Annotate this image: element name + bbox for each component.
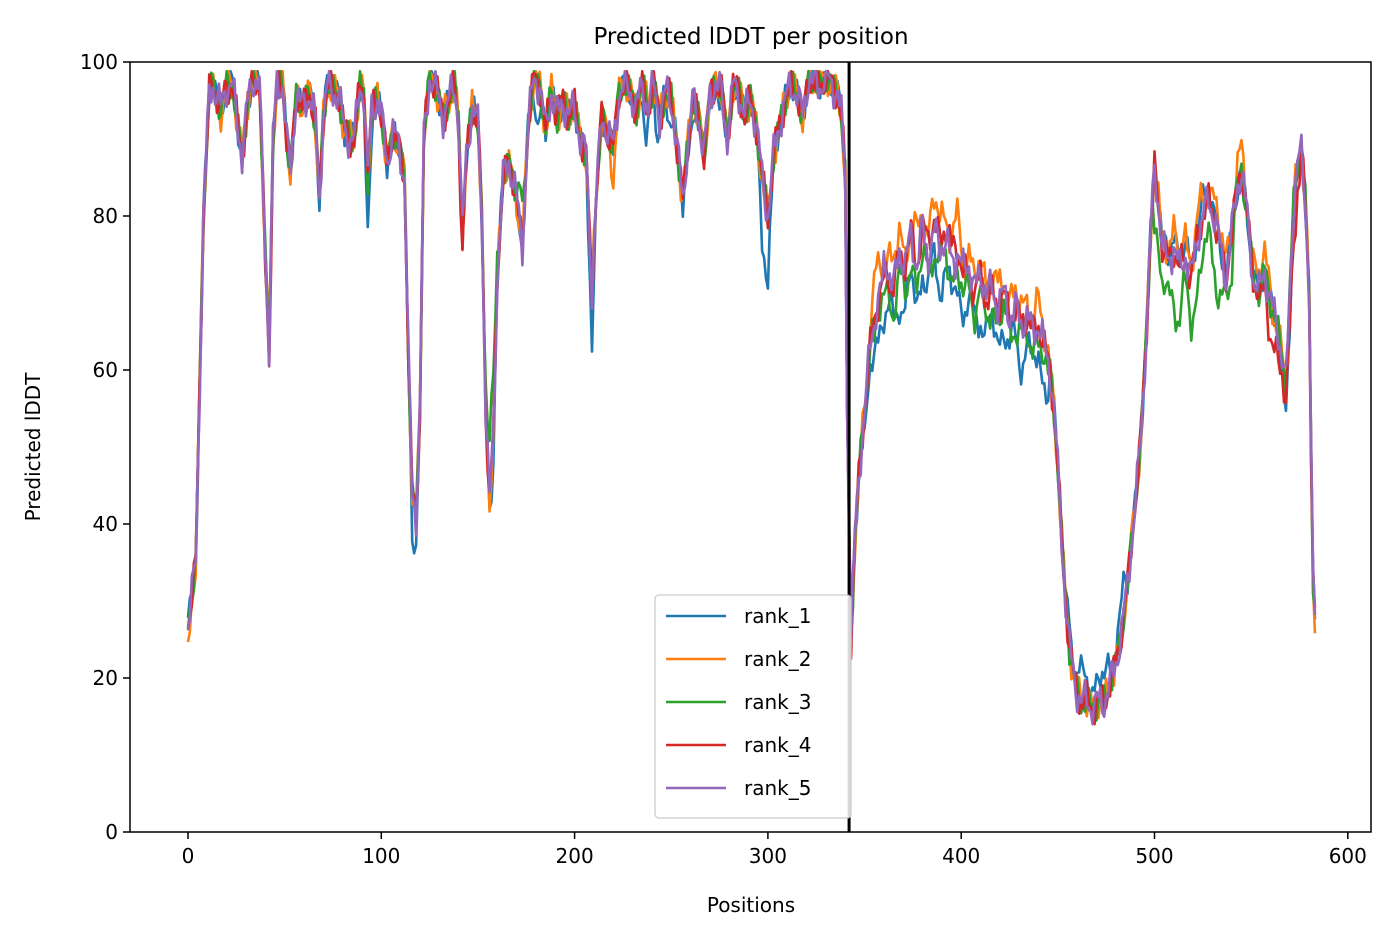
y-tick-label: 20 bbox=[93, 666, 118, 690]
legend-label-rank_5: rank_5 bbox=[744, 776, 811, 800]
series-group bbox=[186, 69, 1317, 726]
x-axis-label: Positions bbox=[707, 893, 795, 917]
plot-frame bbox=[129, 61, 1372, 833]
legend-label-rank_2: rank_2 bbox=[744, 647, 811, 671]
x-tick-label: 400 bbox=[942, 844, 980, 868]
legend-box bbox=[654, 594, 852, 819]
x-tick-label: 500 bbox=[1135, 844, 1173, 868]
series-line-rank_5 bbox=[186, 69, 1317, 726]
chart-title: Predicted lDDT per position bbox=[593, 24, 908, 50]
x-tick-label: 100 bbox=[362, 844, 400, 868]
y-axis-label: Predicted lDDT bbox=[21, 372, 45, 522]
legend-label-rank_3: rank_3 bbox=[744, 690, 811, 714]
y-tick-label: 60 bbox=[93, 358, 118, 382]
x-tick-label: 0 bbox=[182, 844, 195, 868]
y-tick-label: 0 bbox=[105, 820, 118, 844]
legend-label-rank_4: rank_4 bbox=[744, 733, 811, 757]
legend-label-rank_1: rank_1 bbox=[744, 604, 811, 628]
y-tick-label: 100 bbox=[80, 50, 118, 74]
y-axis: 0 20 40 60 80 100 bbox=[80, 50, 130, 844]
y-tick-label: 80 bbox=[93, 204, 118, 228]
x-axis: 0 100 200 300 400 500 600 bbox=[182, 832, 1367, 868]
x-tick-label: 300 bbox=[749, 844, 787, 868]
plot-area bbox=[186, 62, 1317, 832]
y-tick-label: 40 bbox=[93, 512, 118, 536]
x-tick-label: 200 bbox=[556, 844, 594, 868]
x-tick-label: 600 bbox=[1329, 844, 1367, 868]
legend: rank_1 rank_2 rank_3 rank_4 rank_5 bbox=[654, 594, 852, 819]
